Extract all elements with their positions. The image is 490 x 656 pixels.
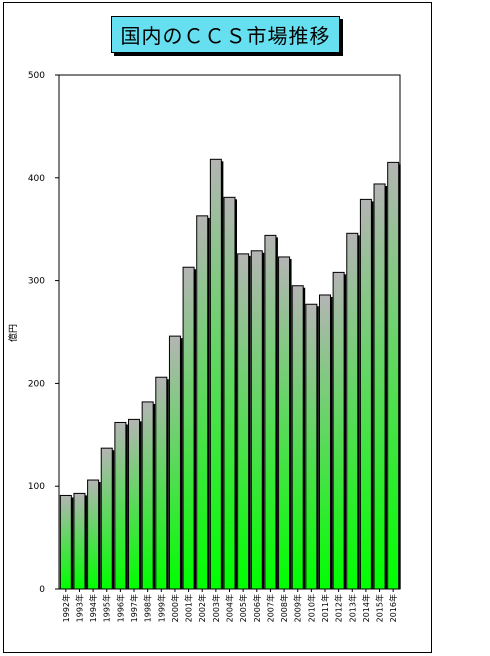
bar (196, 215, 209, 590)
bar (209, 158, 222, 590)
x-tick-label: 1993年 (74, 594, 84, 622)
x-tick-label: 2014年 (361, 594, 371, 622)
x-tick-label: 2011年 (320, 594, 330, 622)
x-tick-label: 2013年 (347, 594, 357, 622)
bar (223, 196, 236, 590)
bar (155, 376, 168, 590)
bar (346, 232, 359, 590)
y-tick-label: 0 (39, 585, 45, 595)
bar (250, 250, 263, 590)
x-tick-label: 1994年 (88, 594, 98, 622)
bar (182, 266, 195, 590)
x-tick-label: 1996年 (115, 594, 125, 622)
y-tick-label: 100 (28, 482, 45, 492)
x-tick-label: 2000年 (170, 594, 180, 622)
bar (318, 294, 331, 590)
x-tick-label: 2007年 (265, 594, 275, 622)
x-tick-label: 1995年 (102, 594, 112, 622)
bar (141, 401, 154, 590)
y-tick-label: 300 (28, 277, 45, 287)
bar (264, 234, 277, 590)
bar (291, 285, 304, 590)
x-tick-label: 2003年 (211, 594, 221, 622)
bar (73, 492, 86, 590)
bar (237, 253, 250, 590)
bar (100, 447, 113, 590)
y-tick-label: 400 (28, 174, 45, 184)
x-tick-label: 2012年 (334, 594, 344, 622)
bar (305, 303, 318, 590)
x-tick-label: 2005年 (238, 594, 248, 622)
x-tick-label: 1992年 (61, 594, 71, 622)
x-tick-label: 1998年 (143, 594, 153, 622)
x-tick-label: 2004年 (225, 594, 235, 622)
bar (373, 183, 386, 590)
axes-group: 0 100 200 300 400 500 1992年 1993年 1994年 1995年 1996… (28, 71, 401, 622)
bars-group (59, 158, 401, 590)
y-tick-label: 200 (28, 379, 45, 389)
x-tick-label: 2016年 (388, 594, 398, 622)
x-tick-label: 2006年 (252, 594, 262, 622)
chart-title: 国内のＣＣＳ市場推移 (111, 16, 340, 53)
bar (278, 256, 291, 590)
bar (332, 271, 345, 590)
bar (168, 335, 181, 590)
bar (87, 479, 100, 590)
x-tick-label: 2002年 (197, 594, 207, 622)
bar (114, 421, 127, 590)
x-tick-label: 2001年 (184, 594, 194, 622)
y-tick-label: 500 (28, 71, 45, 81)
x-tick-label: 2009年 (293, 594, 303, 622)
bar (59, 494, 72, 590)
x-tick-label: 2015年 (375, 594, 385, 622)
bar (359, 198, 372, 590)
y-axis-label: 億円 (7, 324, 19, 342)
x-tick-label: 2008年 (279, 594, 289, 622)
x-tick-label: 2010年 (306, 594, 316, 622)
bar (128, 418, 141, 590)
bar (387, 161, 400, 590)
x-tick-label: 1997年 (129, 594, 139, 622)
x-tick-label: 1999年 (156, 594, 166, 622)
